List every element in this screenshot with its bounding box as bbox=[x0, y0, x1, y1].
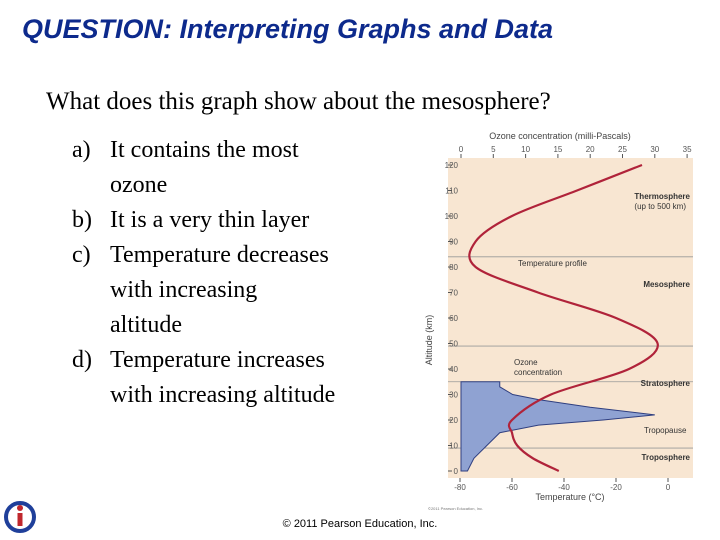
option-text: Temperature increases with increasing alt… bbox=[110, 343, 335, 413]
altitude-tick-label: 120 bbox=[445, 161, 459, 170]
temperature-profile bbox=[468, 163, 659, 472]
option-line: It contains the most bbox=[110, 137, 299, 163]
options: a) It contains the most ozone b) It is a ver… bbox=[72, 133, 335, 413]
figure-credit: ©2011 Pearson Education, Inc. bbox=[428, 506, 483, 511]
layer-label: Troposphere bbox=[642, 453, 691, 462]
option-line: with increasing altitude bbox=[110, 382, 336, 408]
option-text: It is a very thin layer bbox=[110, 203, 309, 238]
altitude-tick-label: 20 bbox=[449, 416, 458, 425]
altitude-tick-label: 60 bbox=[449, 314, 458, 323]
altitude-tick-label: 10 bbox=[449, 442, 458, 451]
altitude-tick-label: 100 bbox=[445, 212, 459, 221]
layer-label: Mesosphere bbox=[643, 280, 690, 289]
annotation: Tropopause bbox=[644, 426, 687, 435]
slide-title: QUESTION: Interpreting Graphs and Data bbox=[22, 14, 554, 44]
question: What does this graph show about the meso… bbox=[46, 88, 551, 115]
footer: © 2011 Pearson Education, Inc. bbox=[282, 518, 438, 530]
altitude-tick-label: 0 bbox=[454, 467, 459, 476]
temperature-tick-label: 0 bbox=[666, 483, 671, 492]
option: a) It contains the most ozone bbox=[72, 133, 335, 203]
ozone-tick-label: 5 bbox=[491, 145, 496, 154]
option-letter: a) bbox=[72, 137, 91, 163]
option-text: Temperature decreases with increasing alti… bbox=[110, 238, 329, 343]
altitude-tick-label: 90 bbox=[449, 238, 458, 247]
altitude-tick-label: 80 bbox=[449, 263, 458, 272]
option: c) Temperature decreases with increasing al… bbox=[72, 238, 335, 343]
ozone-tick-label: 10 bbox=[521, 145, 530, 154]
option: b) It is a very thin layer bbox=[72, 203, 335, 238]
option-line: ozone bbox=[110, 172, 168, 198]
altitude-tick-label: 30 bbox=[449, 391, 458, 400]
option-line: altitude bbox=[110, 312, 182, 338]
ozone-axis-title: Ozone concentration (milli-Pascals) bbox=[489, 131, 631, 141]
annotation: concentration bbox=[514, 368, 562, 377]
altitude-tick-label: 50 bbox=[449, 340, 458, 349]
altitude-tick-label: 40 bbox=[449, 365, 458, 374]
ozone-tick-label: 25 bbox=[618, 145, 627, 154]
ozone-tick-label: 20 bbox=[586, 145, 595, 154]
ozone-tick-label: 35 bbox=[683, 145, 692, 154]
option-text: It contains the most ozone bbox=[110, 133, 299, 203]
layer-label: Thermosphere bbox=[634, 192, 690, 201]
ozone-area bbox=[460, 381, 655, 472]
altitude-tick-label: 110 bbox=[445, 187, 458, 196]
temperature-axis-title: Temperature (°C) bbox=[535, 492, 604, 502]
layer-note: (up to 500 km) bbox=[634, 202, 686, 211]
option-line: Temperature decreases bbox=[110, 242, 329, 268]
altitude-axis-title: Altitude (km) bbox=[424, 315, 434, 366]
ozone-tick-label: 15 bbox=[553, 145, 562, 154]
annotation: Ozone bbox=[514, 358, 538, 367]
option-letter: c) bbox=[72, 242, 91, 268]
option-letter: b) bbox=[72, 207, 92, 233]
temperature-tick-label: -20 bbox=[610, 483, 622, 492]
ozone-tick-label: 0 bbox=[459, 145, 464, 154]
option-line: It is a very thin layer bbox=[110, 207, 310, 233]
option-letter: d) bbox=[72, 347, 92, 373]
option-line: Temperature increases bbox=[110, 347, 325, 373]
option-line: with increasing bbox=[110, 277, 258, 303]
logo bbox=[4, 501, 36, 533]
altitude-tick-label: 70 bbox=[449, 289, 458, 298]
ozone-tick-label: 30 bbox=[650, 145, 659, 154]
layer-label: Stratosphere bbox=[641, 379, 691, 388]
option: d) Temperature increases with increasing a… bbox=[72, 343, 335, 413]
temperature-tick-label: -60 bbox=[506, 483, 518, 492]
temperature-tick-label: -40 bbox=[558, 483, 570, 492]
annotation: Temperature profile bbox=[518, 259, 587, 268]
temperature-tick-label: -80 bbox=[454, 483, 466, 492]
